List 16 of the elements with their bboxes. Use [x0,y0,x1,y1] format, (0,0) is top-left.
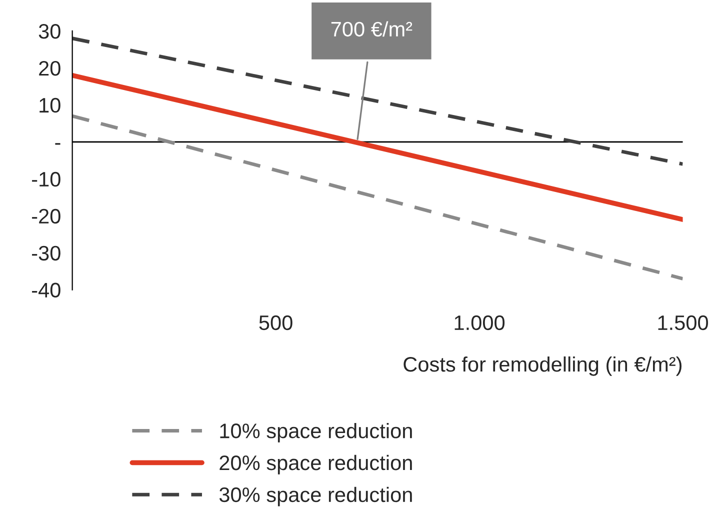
y-tick-label: -10 [32,172,60,187]
legend-label: 20% space reduction [220,454,412,474]
y-tick-label: - [55,143,60,145]
legend-label: 10% space reduction [220,422,412,442]
y-tick-label: -20 [32,208,60,224]
y-tick-label: 30 [38,24,60,39]
x-axis-title: Costs for remodelling (in €/m²) [404,356,682,376]
y-tick-label: 10 [40,98,60,113]
y-tick-label: -40 [32,282,60,298]
x-tick-label: 500 [259,315,292,330]
y-tick-label: -30 [32,246,60,261]
annotation: 700 €/m² [331,21,412,37]
x-tick-label: 1.500 [658,315,708,330]
legend-label: 30% space reduction [219,486,412,506]
y-tick-label: 20 [39,60,60,76]
x-tick-label: 1.000 [454,315,505,330]
